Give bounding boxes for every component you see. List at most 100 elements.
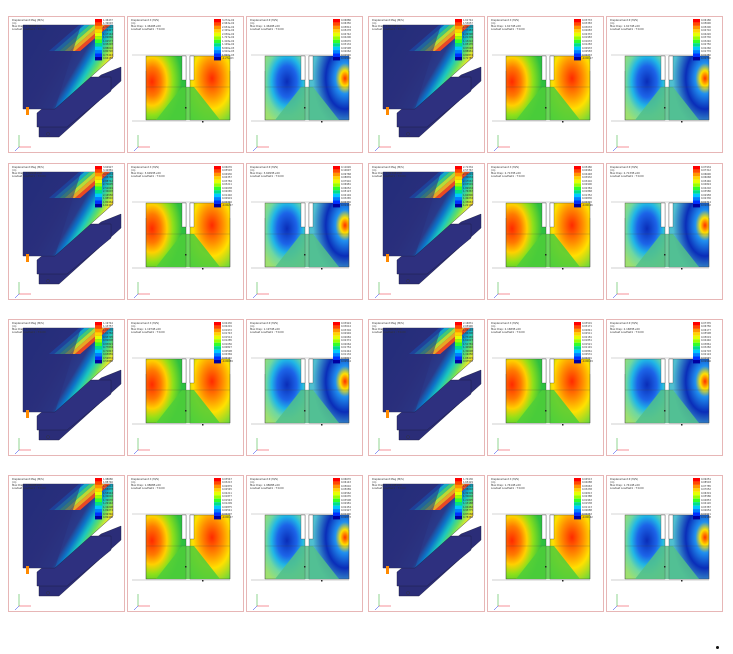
- legend-swatch: [95, 322, 102, 326]
- legend-swatch: [574, 332, 581, 336]
- legend-value: 0.05123: [341, 190, 351, 194]
- legend-value: 0.03861: [701, 342, 711, 346]
- legend-value: 1.46437: [103, 19, 113, 22]
- legend-value: -0.00127: [222, 515, 233, 519]
- legend-value: 1.22100: [463, 203, 473, 207]
- legend-swatch: [455, 342, 462, 347]
- legend-value: 0.00140: [222, 356, 232, 360]
- axis-triad: [14, 594, 31, 611]
- slot-right: [668, 358, 674, 384]
- legend-swatch: [693, 179, 700, 184]
- legend-swatch: [333, 166, 340, 170]
- legend-value: 0.06886: [341, 19, 351, 22]
- legend-swatch: [214, 353, 221, 357]
- result-panel: Displacement X (M/S) (in) Max Disp: 1.1974…: [127, 319, 244, 456]
- result-panel: Displacement X (M/S) (in) Max Disp: 3.6093…: [127, 163, 244, 300]
- legend-swatch: [574, 39, 581, 44]
- legend-swatch: [333, 43, 340, 47]
- legend-value: 0.03670: [341, 39, 351, 43]
- legend-value: 0.03171: [582, 325, 592, 329]
- legend-value: 0.06319: [701, 491, 711, 495]
- x-displacement-plot: [132, 513, 231, 611]
- header-line: Displacement Mag (M/S): [372, 19, 404, 22]
- legend-value: 0.03383: [582, 22, 592, 26]
- legend-value: 1.49234: [463, 197, 473, 201]
- legend-swatch: [95, 22, 102, 26]
- legend-swatch: [214, 328, 221, 333]
- legend-swatch: [693, 36, 700, 40]
- result-panel: Displacement Mag (M/S) (in) Max Disp: 1.19…: [8, 319, 125, 456]
- slot-left: [541, 358, 547, 384]
- header-line: Max Disp: 2.1683E+00: [610, 328, 640, 332]
- legend-swatch: [214, 176, 221, 180]
- legend-swatch: [214, 19, 221, 23]
- axis-triad: [252, 282, 269, 299]
- marker: [386, 107, 389, 115]
- legend-value: 1.51781: [463, 342, 473, 346]
- legend-swatch: [214, 50, 221, 54]
- legend-value: 1.40940: [463, 346, 473, 350]
- marker: [26, 410, 29, 418]
- legend-swatch: [574, 203, 581, 208]
- legend-value: 0.01927: [341, 509, 351, 513]
- legend-swatch: [455, 36, 462, 40]
- node-marker: [202, 424, 204, 426]
- legend-value: 1.78812: [103, 484, 113, 488]
- legend-value: 0.04853: [701, 498, 711, 502]
- node-marker: [664, 410, 666, 412]
- legend-swatch: [333, 29, 340, 33]
- legend-value: 1.08415: [463, 356, 473, 360]
- header-line: Displacement Z (M/S): [250, 19, 279, 22]
- legend-value: 0.00875: [222, 505, 232, 509]
- color-legend: 1.46437 1.39093 1.31810 1.24427 1.17144 1.098…: [95, 19, 120, 71]
- legend-swatch: [574, 481, 581, 485]
- legend-swatch: [95, 169, 102, 173]
- legend-swatch: [574, 484, 581, 489]
- legend-swatch: [455, 172, 462, 177]
- header-line: Loadset LoadSet1 : T:0.00: [250, 175, 284, 179]
- legend-swatch: [693, 512, 700, 516]
- legend-swatch: [333, 32, 340, 37]
- z-displacement-plot: [251, 513, 350, 611]
- result-panel: Displacement Mag (M/S) (in) Max Disp: 2.71…: [368, 163, 485, 300]
- legend-swatch: [95, 335, 102, 340]
- legend-swatch: [574, 356, 581, 360]
- origin-marker: [46, 132, 50, 136]
- header-line: Max Disp: 3.6093E+00: [131, 172, 161, 176]
- legend-value: -0.00089: [222, 359, 233, 363]
- legend-value: 0.72787: [463, 56, 473, 60]
- legend-value: 0.00369: [222, 353, 232, 357]
- legend-value: 0.02703: [701, 349, 711, 353]
- node-marker: [681, 121, 683, 123]
- legend-swatch: [333, 50, 340, 54]
- result-panel: Displacement Mag (M/S) (in) Max Disp: 1.74…: [368, 475, 485, 612]
- axis-triad: [252, 594, 269, 611]
- legend-swatch: [574, 43, 581, 47]
- legend-value: 0.03614: [341, 325, 351, 329]
- legend-value: 2.05990: [463, 325, 473, 329]
- header-line: Loadset LoadSet1 : T:0.00: [131, 175, 165, 179]
- legend-swatch: [95, 56, 102, 61]
- legend-value: 0.88010: [103, 46, 113, 50]
- legend-value: 0.00541: [222, 509, 232, 513]
- node-marker: [681, 268, 683, 270]
- legend-value: 0.06052: [341, 186, 351, 190]
- result-panel: Displacement Mag (M/S) (in) Max Disp: 1.98…: [8, 475, 125, 612]
- legend-value: 0.02211: [222, 491, 232, 495]
- legend-value: 0.05019: [701, 335, 711, 339]
- legend-value: 3.06788: [103, 176, 113, 180]
- legend-value: 0.01492: [222, 193, 232, 197]
- legend-value: 0.88961: [463, 50, 473, 54]
- legend-swatch: [333, 176, 340, 180]
- legend-swatch: [574, 502, 581, 506]
- legend-value: 0.53885: [103, 359, 113, 363]
- legend-swatch: [95, 346, 102, 350]
- legend-swatch: [95, 19, 102, 23]
- header-line: Displacement Mag (M/S): [12, 322, 44, 325]
- header-line: (in): [372, 325, 377, 329]
- legend-value: 0.95293: [103, 43, 113, 47]
- legend-value: 0.01538: [582, 502, 592, 506]
- legend-value: 1.58944: [103, 491, 113, 495]
- legend-swatch: [95, 342, 102, 347]
- legend-swatch: [214, 32, 221, 37]
